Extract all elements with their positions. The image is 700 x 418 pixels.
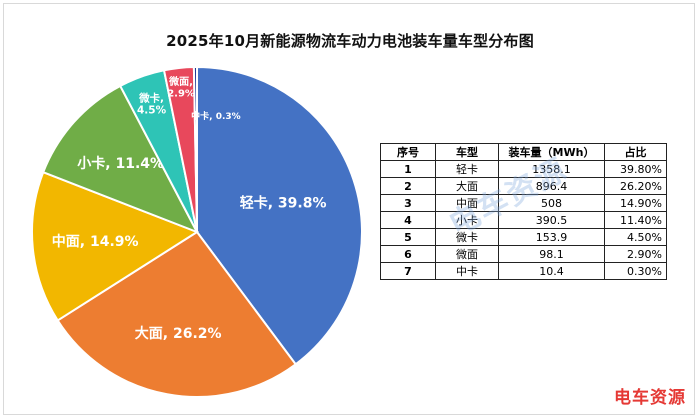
table-row: 4 小卡 390.5 11.40% — [380, 211, 667, 229]
cell-rank: 2 — [380, 177, 436, 195]
header-rank: 序号 — [380, 143, 436, 161]
pie-slice-2 — [56, 230, 298, 398]
cell-type: 微卡 — [435, 228, 499, 246]
slice-label-6: 微面, 2.9% — [167, 75, 195, 100]
cell-share: 11.40% — [604, 211, 667, 229]
cell-type: 大面 — [435, 177, 499, 195]
cell-rank: 7 — [380, 262, 436, 280]
cell-type: 中卡 — [435, 262, 499, 280]
cell-volume: 390.5 — [498, 211, 605, 229]
slice-label-5: 微卡, 4.5% — [137, 92, 167, 117]
cell-share: 0.30% — [604, 262, 667, 280]
slice-label-4: 小卡, 11.4% — [77, 155, 164, 172]
table-row: 7 中卡 10.4 0.30% — [380, 262, 667, 280]
cell-rank: 6 — [380, 245, 436, 263]
table-row: 6 微面 98.1 2.90% — [380, 245, 667, 263]
header-volume: 装车量（MWh） — [498, 143, 605, 161]
pie-slice-1 — [196, 65, 363, 366]
pie-slice-7 — [192, 65, 198, 233]
table-row: 1 轻卡 1358.1 39.80% — [380, 160, 667, 178]
cell-type: 微面 — [435, 245, 499, 263]
watermark-corner: 电车资源 — [614, 388, 686, 408]
slice-label-7: 中卡, 0.3% — [191, 110, 241, 122]
cell-volume: 896.4 — [498, 177, 605, 195]
slice-label-2: 大面, 26.2% — [135, 325, 222, 342]
cell-rank: 5 — [380, 228, 436, 246]
cell-share: 26.20% — [604, 177, 667, 195]
header-share: 占比 — [604, 143, 667, 161]
table-row: 5 微卡 153.9 4.50% — [380, 228, 667, 246]
cell-rank: 4 — [380, 211, 436, 229]
cell-type: 轻卡 — [435, 160, 499, 178]
slice-label-1: 轻卡, 39.8% — [240, 194, 327, 211]
cell-volume: 98.1 — [498, 245, 605, 263]
table-row: 2 大面 896.4 26.20% — [380, 177, 667, 195]
cell-volume: 153.9 — [498, 228, 605, 246]
cell-volume: 508 — [498, 194, 605, 212]
cell-share: 39.80% — [604, 160, 667, 178]
cell-share: 4.50% — [604, 228, 667, 246]
chart-title: 2025年10月新能源物流车动力电池装车量车型分布图 — [166, 32, 534, 50]
table-row: 3 中面 508 14.90% — [380, 194, 667, 212]
cell-volume: 10.4 — [498, 262, 605, 280]
cell-type: 小卡 — [435, 211, 499, 229]
cell-volume: 1358.1 — [498, 160, 605, 178]
cell-share: 14.90% — [604, 194, 667, 212]
table-header-row: 序号 车型 装车量（MWh） 占比 — [380, 143, 667, 161]
cell-share: 2.90% — [604, 245, 667, 263]
header-type: 车型 — [435, 143, 499, 161]
cell-rank: 3 — [380, 194, 436, 212]
slice-label-3: 中面, 14.9% — [52, 233, 139, 250]
data-table: 序号 车型 装车量（MWh） 占比 1 轻卡 1358.1 39.80% 2 大… — [380, 143, 667, 280]
pie-slice-3 — [31, 170, 200, 322]
cell-rank: 1 — [380, 160, 436, 178]
pie-slice-4 — [41, 84, 200, 234]
cell-type: 中面 — [435, 194, 499, 212]
